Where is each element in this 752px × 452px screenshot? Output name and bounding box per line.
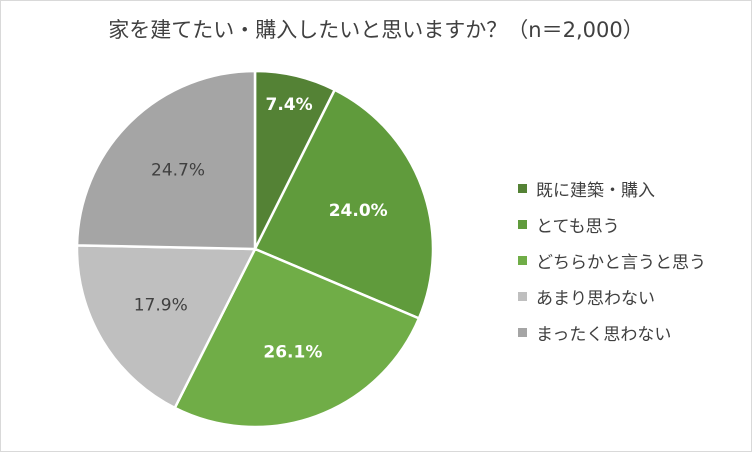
legend-swatch	[518, 183, 527, 193]
pie-slice	[173, 247, 421, 429]
pie-slice	[75, 69, 257, 251]
slice-data-label: 26.1%	[263, 342, 322, 362]
legend-label: どちらかと言うと思う	[536, 252, 706, 273]
legend-swatch	[518, 219, 527, 229]
legend-label: とても思う	[536, 216, 620, 237]
chart-title: 家を建てたい・購入したいと思いますか？（n＝2,000）	[108, 18, 644, 42]
legend-swatch	[518, 327, 527, 337]
slice-data-label: 7.4%	[265, 95, 312, 115]
legend-item: まったく思わない	[518, 314, 706, 350]
slice-data-label: 24.0%	[329, 201, 388, 221]
pie-labels: 7.4% 24.0% 26.1% 17.9% 24.7%	[134, 95, 388, 362]
legend-swatch	[518, 291, 527, 301]
legend-label: 既に建築・購入	[536, 180, 655, 201]
legend-item: とても思う	[518, 206, 706, 242]
legend-swatch	[518, 255, 527, 265]
pie-slice	[75, 244, 257, 410]
legend: 既に建築・購入 とても思うどちらかと言うと思う あまり思わない まったく思わない	[518, 170, 706, 350]
legend-item: あまり思わない	[518, 278, 706, 314]
legend-item: 既に建築・購入	[518, 170, 706, 206]
slice-data-label: 24.7%	[151, 160, 205, 180]
legend-item: どちらかと言うと思う	[518, 242, 706, 278]
pie-slices	[75, 69, 435, 429]
pie-slice	[253, 88, 435, 320]
slice-data-label: 17.9%	[134, 296, 188, 316]
legend-label: あまり思わない	[536, 288, 655, 309]
legend-label: まったく思わない	[536, 324, 672, 345]
